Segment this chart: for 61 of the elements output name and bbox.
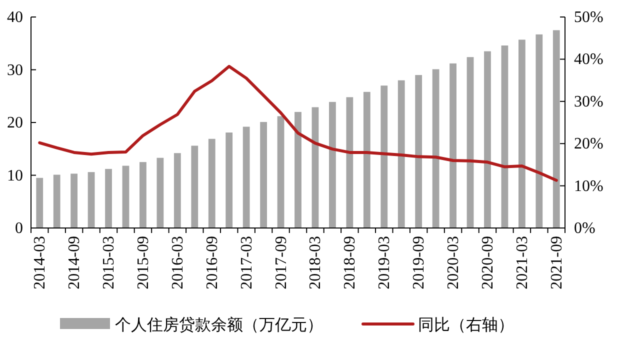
bar — [450, 63, 456, 228]
y2-tick-label: 50% — [574, 9, 604, 26]
bar — [156, 158, 164, 228]
x-tick-label: 2015-09 — [134, 236, 152, 290]
x-tick-label: 2017-09 — [272, 236, 290, 290]
y-tick-label: 30 — [7, 62, 23, 79]
x-tick-label: 2019-09 — [410, 236, 428, 290]
y-tick-label: 10 — [7, 167, 23, 184]
bar — [70, 174, 78, 228]
y2-tick-label: 10% — [574, 178, 604, 195]
bar — [398, 80, 405, 228]
x-tick-label: 2021-03 — [514, 236, 531, 290]
bar — [174, 153, 181, 228]
bar — [363, 92, 370, 228]
line-series — [38, 64, 558, 182]
bar — [260, 122, 267, 228]
bar — [191, 146, 198, 228]
x-tick-label: 2015-03 — [100, 236, 118, 290]
legend-label: 个人住房贷款余额（万亿元） — [115, 316, 323, 334]
bar — [552, 30, 560, 228]
bar — [36, 178, 44, 228]
x-tick-label: 2018-03 — [307, 236, 324, 290]
bar — [105, 168, 112, 228]
y-tick-label: 20 — [7, 114, 23, 132]
y2-tick-label: 0% — [574, 220, 596, 237]
bar — [501, 45, 508, 228]
y2-tick-label: 20% — [574, 136, 604, 153]
x-tick-label: 2014-09 — [66, 236, 84, 290]
x-tick-label: 2014-03 — [32, 236, 49, 290]
bar — [380, 86, 388, 228]
bar — [432, 69, 440, 228]
bar — [518, 40, 526, 228]
y2-tick-label: 30% — [574, 93, 604, 110]
bar — [140, 162, 146, 228]
bar — [484, 51, 491, 228]
bar — [415, 75, 422, 228]
bar — [277, 116, 284, 228]
bar — [329, 102, 336, 228]
bar — [294, 112, 302, 228]
y2-tick-label: 40% — [574, 51, 604, 68]
legend-label: 同比（右轴） — [418, 316, 514, 334]
bar — [536, 34, 543, 228]
x-tick-label: 2017-03 — [238, 236, 256, 290]
bar — [122, 166, 130, 228]
x-tick-label: 2019-03 — [376, 236, 394, 290]
bar — [466, 57, 474, 228]
bar — [208, 138, 216, 228]
y-tick-label: 0 — [15, 220, 23, 237]
y-tick-label: 40 — [7, 9, 23, 26]
bar — [53, 174, 60, 228]
x-tick-label: 2018-09 — [342, 236, 359, 290]
bar — [242, 126, 250, 228]
x-tick-label: 2016-09 — [204, 236, 221, 290]
bar — [226, 132, 233, 228]
x-tick-label: 2021-09 — [548, 236, 566, 290]
x-tick-label: 2016-03 — [169, 236, 186, 290]
x-tick-label: 2020-09 — [479, 236, 496, 290]
bar — [88, 172, 95, 228]
x-tick-label: 2020-03 — [445, 236, 462, 290]
bar — [312, 107, 319, 228]
bar — [346, 97, 354, 228]
